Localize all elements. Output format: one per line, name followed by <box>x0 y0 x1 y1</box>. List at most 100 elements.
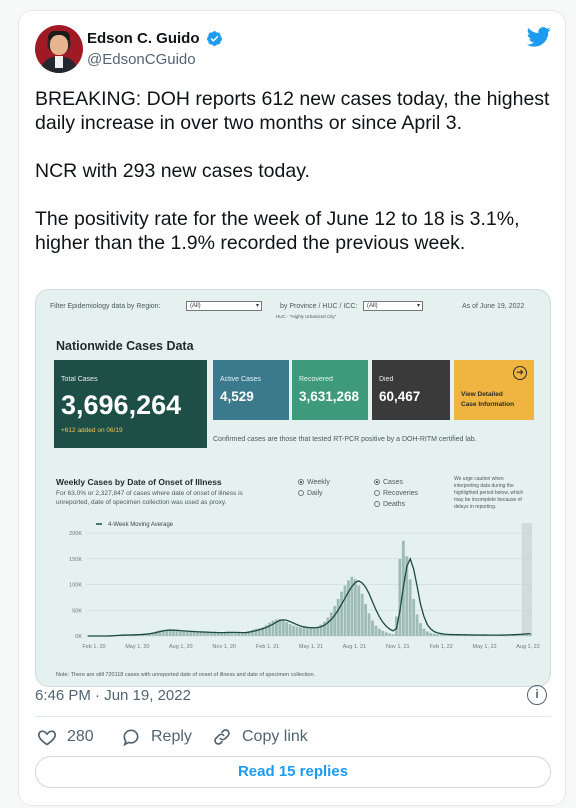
chart-bar <box>299 627 302 636</box>
chart-bar <box>309 628 313 636</box>
dashboard-title: Nationwide Cases Data <box>56 339 194 353</box>
x-tick-label: Aug 1, 21 <box>343 644 367 650</box>
recovered-label: Recovered <box>299 376 333 383</box>
chart-bar <box>432 633 436 636</box>
chart-bar <box>233 632 237 636</box>
moving-average-line <box>87 556 531 637</box>
chart-bar <box>323 621 326 636</box>
chart-bar <box>350 576 354 636</box>
like-button[interactable]: 280 <box>37 727 94 747</box>
y-tick-label: 200K <box>69 531 82 537</box>
caution-line-4: may be incomplete because of <box>454 497 522 503</box>
chart-bar <box>154 631 158 636</box>
reply-bubble-icon <box>123 729 139 747</box>
chart-bar <box>302 627 306 636</box>
option-deaths[interactable]: Deaths <box>374 501 405 508</box>
radio-deaths[interactable] <box>374 501 380 507</box>
twitter-bird-icon[interactable] <box>527 27 551 47</box>
x-tick-label: May 1, 22 <box>473 644 497 650</box>
reply-label: Reply <box>151 728 192 745</box>
copy-link-label: Copy link <box>242 728 308 745</box>
active-cases-value: 4,529 <box>220 389 254 404</box>
died-label: Died <box>379 376 394 383</box>
x-tick-label: Feb 1, 20 <box>82 644 105 650</box>
chart-bar <box>161 629 165 636</box>
chart-bar <box>182 631 186 636</box>
chart-bar <box>175 630 179 636</box>
region-select[interactable]: (All) <box>186 301 262 311</box>
caution-line-3: highlighted period below, which <box>454 490 524 496</box>
chart-bar <box>172 630 175 636</box>
option-weekly[interactable]: Weekly <box>298 479 330 486</box>
chart-bar <box>336 598 340 636</box>
x-tick-label: May 1, 21 <box>299 644 323 650</box>
caution-line-1: We urge caution when <box>454 476 504 482</box>
chart-bar <box>329 612 333 636</box>
caution-line-2: interpreting data during the <box>454 483 514 489</box>
chart-bar <box>264 625 268 636</box>
option-recoveries[interactable]: Recoveries <box>374 490 418 497</box>
read-replies-button[interactable]: Read 15 replies <box>35 756 551 788</box>
filter-region-label: Filter Epidemiology data by Region: <box>50 303 161 310</box>
total-cases-added: +612 added on 06/19 <box>61 427 123 434</box>
chart-bar <box>405 556 409 636</box>
tweet-timestamp[interactable]: 6:46 PM · Jun 19, 2022 <box>35 687 191 704</box>
chart-bar <box>285 622 289 636</box>
y-tick-label: 100K <box>69 583 82 589</box>
radio-cases[interactable] <box>374 479 380 485</box>
view-detailed-button[interactable]: ➔ View Detailed Case Information <box>454 360 534 420</box>
chart-bar <box>196 631 199 636</box>
chart-bar <box>377 628 381 636</box>
chart-bar <box>360 593 364 636</box>
info-icon[interactable]: i <box>527 685 547 705</box>
chart-bar <box>412 598 416 636</box>
option-daily[interactable]: Daily <box>298 490 323 497</box>
chart-bar <box>151 632 155 636</box>
chart-bar <box>456 634 460 636</box>
chart-bar <box>257 628 261 636</box>
chart-bar <box>460 634 464 636</box>
chart-bar <box>340 591 344 636</box>
chart-bar <box>439 634 443 636</box>
chart-bar <box>326 617 330 636</box>
chart-bar <box>165 630 169 636</box>
copy-link-button[interactable]: Copy link <box>212 727 308 747</box>
x-tick-label: Feb 1, 22 <box>430 644 453 650</box>
author-avatar[interactable] <box>35 25 83 73</box>
link-icon <box>214 729 230 745</box>
chart-bar <box>223 632 227 636</box>
tweet-text: BREAKING: DOH reports 612 new cases toda… <box>35 88 550 254</box>
option-cases-label: Cases <box>383 479 403 486</box>
radio-weekly[interactable] <box>298 479 304 485</box>
option-deaths-label: Deaths <box>383 501 406 508</box>
chart-bar <box>148 633 151 636</box>
like-count: 280 <box>67 728 94 745</box>
view-detailed-label: View Detailed Case Information <box>461 391 515 408</box>
radio-daily[interactable] <box>298 490 304 496</box>
x-tick-label: May 1, 20 <box>125 644 149 650</box>
died-value: 60,467 <box>379 389 421 404</box>
chart-bar <box>384 632 388 636</box>
chart-bar <box>364 604 368 636</box>
chart-bar <box>353 579 357 636</box>
author-handle[interactable]: @EdsonCGuido <box>87 51 196 68</box>
chart-bar <box>522 633 525 636</box>
chart-bar <box>381 630 385 636</box>
chart-bar <box>213 632 217 636</box>
chart-bar <box>316 626 319 636</box>
province-select[interactable]: (All) <box>363 301 423 311</box>
radio-recoveries[interactable] <box>374 490 380 496</box>
option-cases[interactable]: Cases <box>374 479 403 486</box>
chart-bar <box>230 632 234 636</box>
option-weekly-label: Weekly <box>307 479 330 486</box>
as-of-date: As of June 19, 2022 <box>462 303 525 310</box>
filter-province-label: by Province / HUC / ICC: <box>280 303 358 310</box>
dashboard-image[interactable]: Filter Epidemiology data by Region: (All… <box>35 289 551 687</box>
chart-bar <box>371 620 374 636</box>
chart-bar <box>250 629 254 636</box>
reply-button[interactable]: Reply <box>121 727 192 747</box>
tweet-card[interactable]: Edson C. Guido @EdsonCGuido BREAKING: DO… <box>18 10 566 806</box>
x-tick-label: Aug 1, 20 <box>169 644 193 650</box>
author-name[interactable]: Edson C. Guido <box>87 30 200 47</box>
